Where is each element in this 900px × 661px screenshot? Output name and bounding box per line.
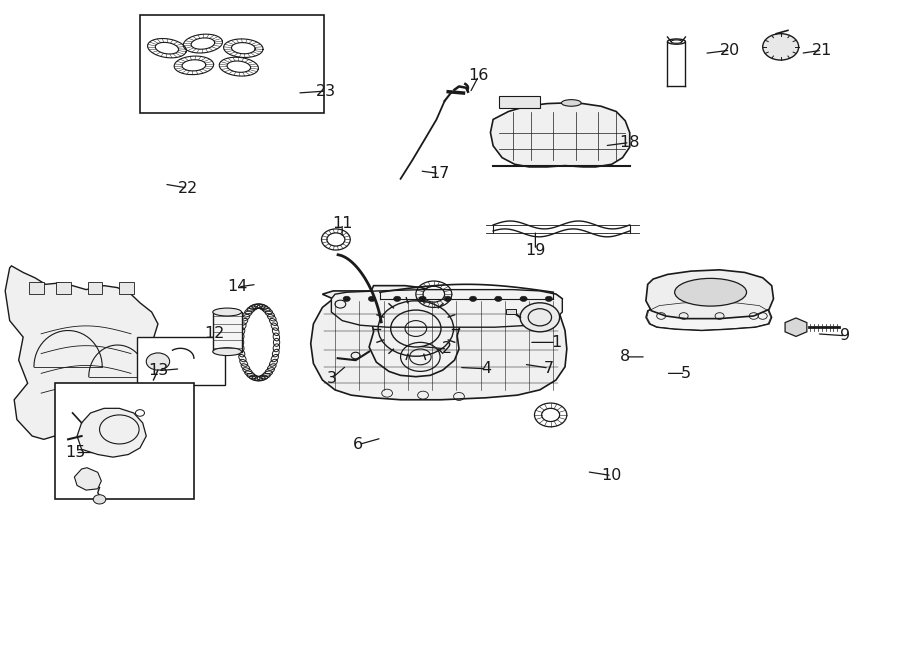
Circle shape: [545, 296, 553, 301]
Text: 19: 19: [526, 243, 545, 258]
Polygon shape: [310, 291, 567, 400]
Polygon shape: [77, 408, 147, 457]
Circle shape: [94, 494, 106, 504]
Bar: [57, 282, 71, 294]
Ellipse shape: [562, 100, 581, 106]
Circle shape: [762, 34, 798, 60]
Text: 6: 6: [354, 437, 364, 452]
Polygon shape: [785, 318, 807, 336]
Text: 21: 21: [812, 43, 833, 58]
Text: 16: 16: [469, 68, 489, 83]
Text: 12: 12: [204, 326, 225, 340]
Circle shape: [147, 353, 169, 370]
Text: 23: 23: [316, 83, 336, 98]
Text: 13: 13: [148, 364, 168, 378]
Polygon shape: [646, 270, 773, 319]
Bar: [88, 282, 103, 294]
Bar: [120, 282, 134, 294]
Text: 2: 2: [442, 342, 453, 356]
Text: 14: 14: [228, 280, 248, 294]
Circle shape: [445, 296, 451, 301]
Text: 9: 9: [841, 329, 850, 343]
Circle shape: [343, 296, 350, 301]
Polygon shape: [491, 103, 630, 167]
Circle shape: [470, 296, 477, 301]
Polygon shape: [331, 290, 562, 327]
Bar: [30, 282, 44, 294]
Polygon shape: [5, 266, 180, 444]
Circle shape: [393, 296, 400, 301]
Circle shape: [495, 296, 502, 301]
Circle shape: [368, 296, 375, 301]
Bar: [500, 96, 540, 108]
Text: 11: 11: [332, 216, 353, 231]
Text: 3: 3: [327, 371, 337, 386]
Text: 7: 7: [544, 361, 554, 375]
Ellipse shape: [212, 348, 241, 356]
Text: 10: 10: [601, 468, 622, 483]
Ellipse shape: [212, 308, 241, 316]
Bar: [212, 312, 241, 352]
Text: 8: 8: [620, 350, 630, 364]
Polygon shape: [367, 286, 461, 377]
Text: 15: 15: [65, 445, 86, 460]
Text: 20: 20: [720, 43, 741, 58]
Circle shape: [520, 303, 560, 332]
Bar: [55, 383, 194, 498]
Text: 5: 5: [680, 366, 690, 381]
Ellipse shape: [675, 278, 746, 306]
Text: 4: 4: [481, 362, 491, 376]
Text: 22: 22: [177, 180, 198, 196]
Bar: [506, 309, 517, 314]
Text: 17: 17: [429, 166, 449, 181]
Polygon shape: [75, 468, 102, 490]
Circle shape: [418, 296, 426, 301]
Bar: [138, 337, 225, 385]
Polygon shape: [646, 301, 771, 330]
Text: 1: 1: [551, 335, 562, 350]
Circle shape: [520, 296, 527, 301]
Text: 18: 18: [619, 135, 640, 150]
Bar: [140, 15, 324, 113]
